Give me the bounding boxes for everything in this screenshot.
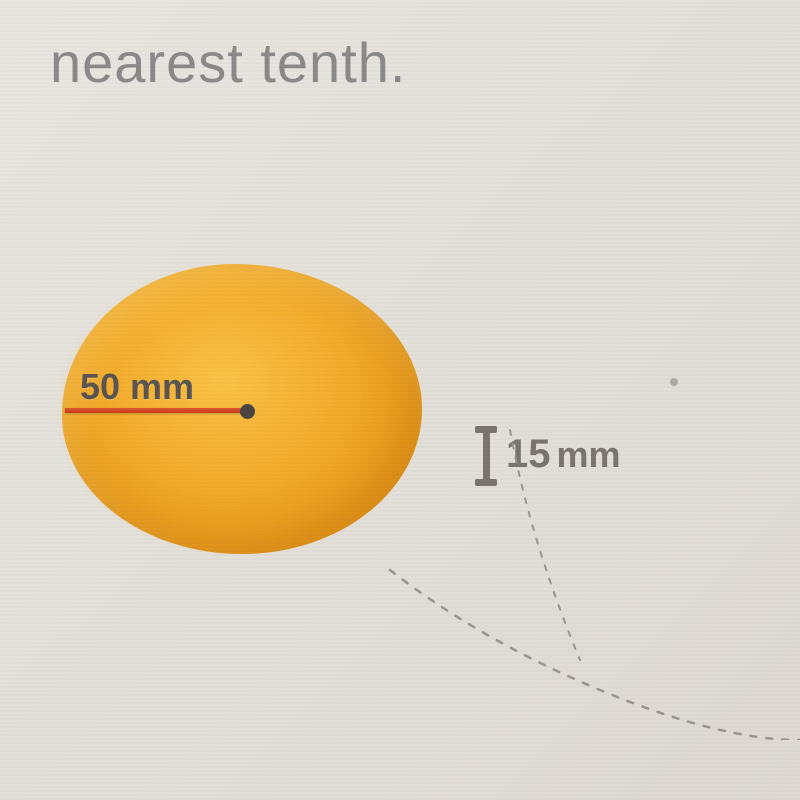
height-value: 15 [506, 432, 551, 476]
radius-label: 50 mm [80, 366, 194, 408]
height-bracket-stem [483, 433, 490, 479]
title-text: nearest tenth. [50, 30, 406, 95]
center-dot [240, 404, 255, 419]
decorative-dot [670, 378, 678, 386]
height-unit: mm [557, 434, 621, 475]
height-bracket [475, 426, 497, 486]
radius-line [65, 408, 245, 413]
egg-diagram: 50 mm [30, 230, 460, 590]
height-label: 15mm [506, 432, 621, 477]
